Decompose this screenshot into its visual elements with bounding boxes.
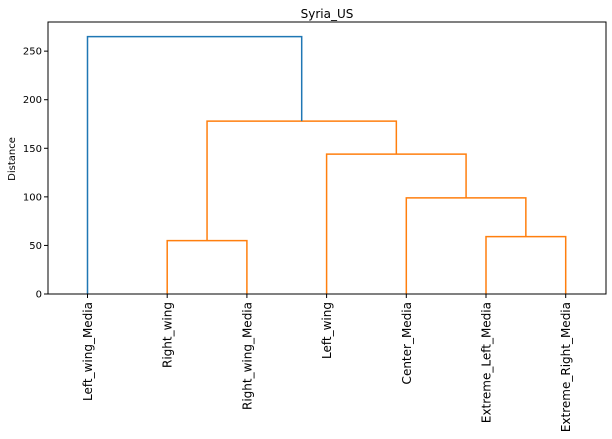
y-tick-label: 0 — [36, 290, 42, 301]
y-tick-label: 250 — [23, 47, 42, 58]
leaf-label: Left_wing — [320, 302, 334, 359]
dendrogram-link — [86, 35, 303, 294]
y-tick-label: 200 — [23, 95, 42, 106]
leaf-label: Right_wing_Media — [240, 302, 254, 410]
chart-title: Syria_US — [301, 7, 354, 21]
dendrogram-link — [206, 120, 398, 241]
y-tick-label: 150 — [23, 144, 42, 155]
x-axis: Left_wing_Media Right_wing Right_wing_Medi… — [81, 294, 573, 432]
leaf-label: Extreme_Right_Media — [559, 302, 573, 432]
leaf-label: Left_wing_Media — [81, 302, 95, 401]
dendrogram-links — [86, 35, 567, 294]
dendrogram-link — [325, 153, 467, 294]
y-axis: 0 50 100 150 200 250 — [23, 47, 48, 301]
leaf-label: Center_Media — [400, 302, 414, 384]
dendrogram-link — [405, 197, 527, 294]
y-tick-label: 50 — [29, 241, 42, 252]
y-tick-label: 100 — [23, 192, 42, 203]
leaf-label: Right_wing — [161, 302, 175, 368]
y-axis-label: Distance — [7, 137, 18, 181]
leaf-label: Extreme_Left_Media — [480, 302, 494, 423]
dendrogram-link — [485, 235, 567, 294]
dendrogram-link — [166, 239, 248, 294]
